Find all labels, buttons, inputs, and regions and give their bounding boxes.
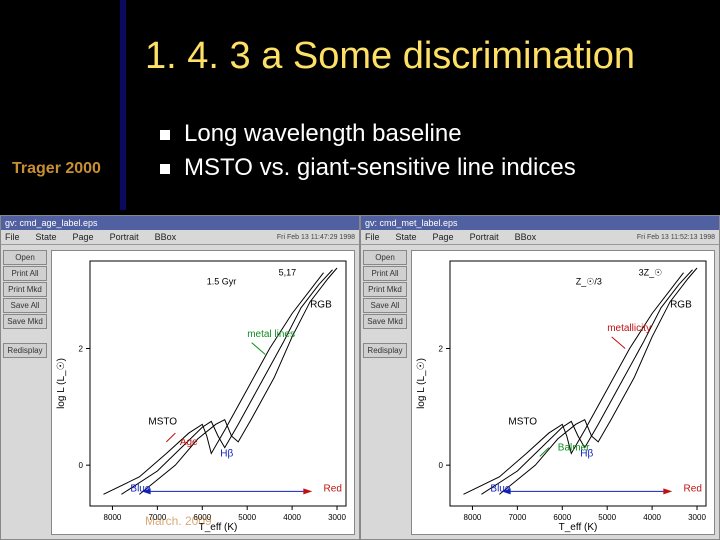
svg-text:Hβ: Hβ [220, 448, 233, 459]
gv-menu-item[interactable]: BBox [515, 232, 537, 242]
svg-text:Blue: Blue [490, 483, 510, 494]
gv-menu-item[interactable]: Page [433, 232, 454, 242]
svg-text:5,17: 5,17 [279, 268, 297, 278]
svg-text:Blue: Blue [130, 483, 150, 494]
svg-text:4000: 4000 [283, 513, 301, 522]
gv-open-button[interactable]: Open [3, 250, 47, 265]
svg-text:3000: 3000 [688, 513, 706, 522]
svg-text:T_eff (K): T_eff (K) [559, 522, 598, 533]
svg-text:0: 0 [439, 461, 444, 470]
gv-savemkd-button[interactable]: Save Mkd [3, 314, 47, 329]
bullet-marker [160, 164, 170, 174]
svg-text:Balmer: Balmer [558, 443, 590, 454]
gv-window-title: gv: cmd_age_label.eps [1, 216, 359, 230]
gv-file-info: Fri Feb 13 11:47:29 1998 [277, 234, 355, 241]
bullet-text: MSTO vs. giant-sensitive line indices [184, 154, 576, 182]
svg-text:log L (L_☉): log L (L_☉) [416, 358, 427, 409]
svg-text:3Z_☉: 3Z_☉ [639, 268, 663, 278]
svg-text:Z_☉/3: Z_☉/3 [576, 276, 602, 286]
gv-menu-item[interactable]: BBox [155, 232, 177, 242]
bullet-text: Long wavelength baseline [184, 120, 462, 148]
svg-text:1.5 Gyr: 1.5 Gyr [207, 276, 237, 286]
gv-spacer [3, 330, 47, 342]
gv-printall-button[interactable]: Print All [3, 266, 47, 281]
gv-toolbar: Open Print All Print Mkd Save All Save M… [363, 250, 407, 358]
svg-text:8000: 8000 [104, 513, 122, 522]
gv-window-left: gv: cmd_age_label.eps File State Page Po… [0, 215, 360, 540]
svg-text:MSTO: MSTO [148, 416, 177, 427]
footer-text: March. 2009 [145, 514, 212, 528]
citation: Trager 2000 [12, 160, 101, 178]
chart-left: 80007000600050004000300002T_eff (K)log L… [52, 251, 354, 534]
svg-text:2: 2 [79, 345, 84, 354]
svg-text:3000: 3000 [328, 513, 346, 522]
gv-file-info: Fri Feb 13 11:52:13 1998 [637, 234, 715, 241]
chart-right: 8000 7000 6000 5000 4000 3000 0 2 T_eff (K) log L… [412, 251, 714, 534]
bullet-marker [160, 130, 170, 140]
gv-menu-item[interactable]: State [396, 232, 417, 242]
svg-text:5000: 5000 [598, 513, 616, 522]
gv-open-button[interactable]: Open [363, 250, 407, 265]
bullet-item: MSTO vs. giant-sensitive line indices [160, 154, 576, 182]
svg-text:7000: 7000 [508, 513, 526, 522]
bullet-list: Long wavelength baseline MSTO vs. giant-… [160, 120, 576, 188]
plot-area-left: 80007000600050004000300002T_eff (K)log L… [51, 250, 355, 535]
slide-title: 1. 4. 3 a Some discrimination [145, 35, 635, 78]
svg-text:6000: 6000 [553, 513, 571, 522]
svg-text:Red: Red [684, 483, 702, 494]
svg-text:8000: 8000 [464, 513, 482, 522]
svg-text:metal lines: metal lines [247, 329, 295, 340]
gv-saveall-button[interactable]: Save All [363, 298, 407, 313]
gv-menu-item[interactable]: Portrait [470, 232, 499, 242]
svg-text:5000: 5000 [238, 513, 256, 522]
bullet-item: Long wavelength baseline [160, 120, 576, 148]
gv-menu-item[interactable]: File [365, 232, 380, 242]
gv-toolbar: Open Print All Print Mkd Save All Save M… [3, 250, 47, 358]
gv-printall-button[interactable]: Print All [363, 266, 407, 281]
svg-text:Age: Age [180, 437, 198, 448]
plot-row: gv: cmd_age_label.eps File State Page Po… [0, 215, 720, 540]
svg-text:Red: Red [324, 483, 342, 494]
gv-saveall-button[interactable]: Save All [3, 298, 47, 313]
plot-area-right: 8000 7000 6000 5000 4000 3000 0 2 T_eff (K) log L… [411, 250, 715, 535]
svg-text:log L (L_☉): log L (L_☉) [56, 358, 67, 409]
svg-text:RGB: RGB [310, 300, 332, 311]
svg-text:metallicity: metallicity [607, 323, 651, 334]
gv-menu-item[interactable]: File [5, 232, 20, 242]
svg-text:MSTO: MSTO [508, 416, 537, 427]
accent-bar [120, 0, 126, 210]
gv-menu-item[interactable]: Portrait [110, 232, 139, 242]
gv-window-right: gv: cmd_met_label.eps File State Page Po… [360, 215, 720, 540]
gv-spacer [363, 330, 407, 342]
gv-redisplay-button[interactable]: Redisplay [3, 343, 47, 358]
svg-text:2: 2 [439, 345, 444, 354]
gv-printmkd-button[interactable]: Print Mkd [363, 282, 407, 297]
gv-menu-item[interactable]: Page [73, 232, 94, 242]
gv-menu-item[interactable]: State [36, 232, 57, 242]
gv-printmkd-button[interactable]: Print Mkd [3, 282, 47, 297]
gv-window-title: gv: cmd_met_label.eps [361, 216, 719, 230]
svg-text:RGB: RGB [670, 300, 692, 311]
gv-savemkd-button[interactable]: Save Mkd [363, 314, 407, 329]
svg-text:0: 0 [79, 461, 84, 470]
svg-text:4000: 4000 [643, 513, 661, 522]
gv-redisplay-button[interactable]: Redisplay [363, 343, 407, 358]
